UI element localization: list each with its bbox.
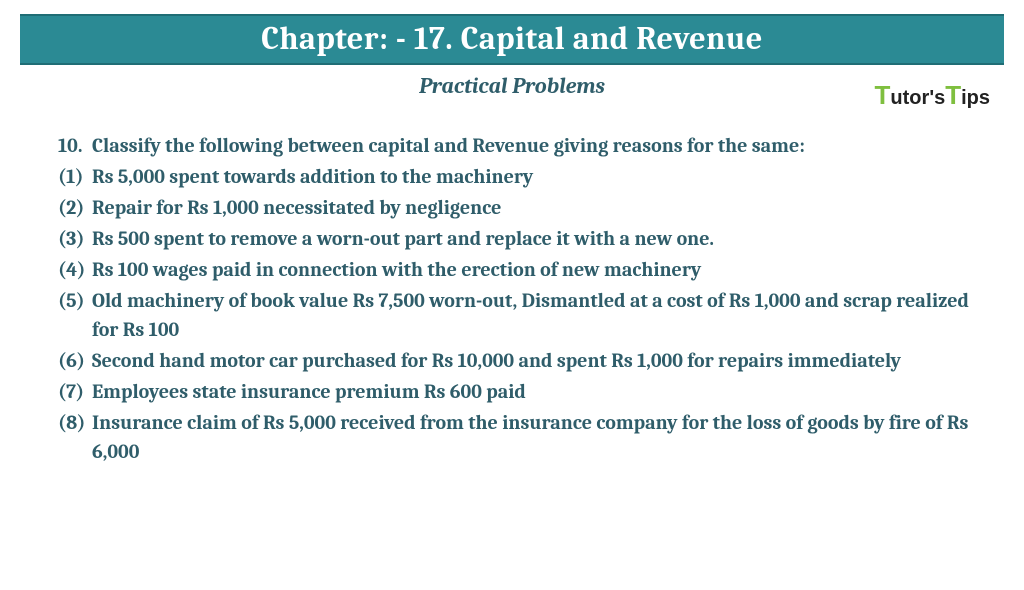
item-number: (8) — [58, 408, 92, 466]
item-number: (7) — [58, 377, 92, 406]
item-text: Second hand motor car purchased for Rs 1… — [92, 346, 986, 375]
item-number: (6) — [58, 346, 92, 375]
logo-letter-t2: T — [945, 80, 961, 110]
list-item: (5) Old machinery of book value Rs 7,500… — [58, 286, 986, 344]
logo-letter-t1: T — [875, 80, 891, 110]
item-number: (3) — [58, 224, 92, 253]
question-number: 10. — [58, 131, 92, 160]
logo-part-utor: utor — [890, 87, 929, 109]
item-text: Repair for Rs 1,000 necessitated by negl… — [92, 193, 986, 222]
item-text: Old machinery of book value Rs 7,500 wor… — [92, 286, 986, 344]
question-content: 10. Classify the following between capit… — [58, 131, 986, 466]
chapter-header: Chapter: - 17. Capital and Revenue — [20, 14, 1004, 65]
question-line: 10. Classify the following between capit… — [58, 131, 986, 160]
item-text: Employees state insurance premium Rs 600… — [92, 377, 986, 406]
question-text: Classify the following between capital a… — [92, 131, 805, 160]
subtitle: Practical Problems — [0, 73, 1024, 99]
item-number: (1) — [58, 162, 92, 191]
item-text: Rs 5,000 spent towards addition to the m… — [92, 162, 986, 191]
list-item: (3) Rs 500 spent to remove a worn-out pa… — [58, 224, 986, 253]
list-item: (4) Rs 100 wages paid in connection with… — [58, 255, 986, 284]
item-text: Insurance claim of Rs 5,000 received fro… — [92, 408, 986, 466]
list-item: (7) Employees state insurance premium Rs… — [58, 377, 986, 406]
list-item: (6) Second hand motor car purchased for … — [58, 346, 986, 375]
chapter-title: Chapter: - 17. Capital and Revenue — [20, 20, 1004, 57]
logo-part-ips: ips — [961, 87, 990, 109]
list-item: (1) Rs 5,000 spent towards addition to t… — [58, 162, 986, 191]
logo-apostrophe: 's — [929, 87, 945, 109]
item-number: (5) — [58, 286, 92, 344]
item-text: Rs 100 wages paid in connection with the… — [92, 255, 986, 284]
list-item: (8) Insurance claim of Rs 5,000 received… — [58, 408, 986, 466]
item-text: Rs 500 spent to remove a worn-out part a… — [92, 224, 986, 253]
item-number: (4) — [58, 255, 92, 284]
item-number: (2) — [58, 193, 92, 222]
list-item: (2) Repair for Rs 1,000 necessitated by … — [58, 193, 986, 222]
brand-logo: Tutor'sTips — [875, 80, 990, 111]
